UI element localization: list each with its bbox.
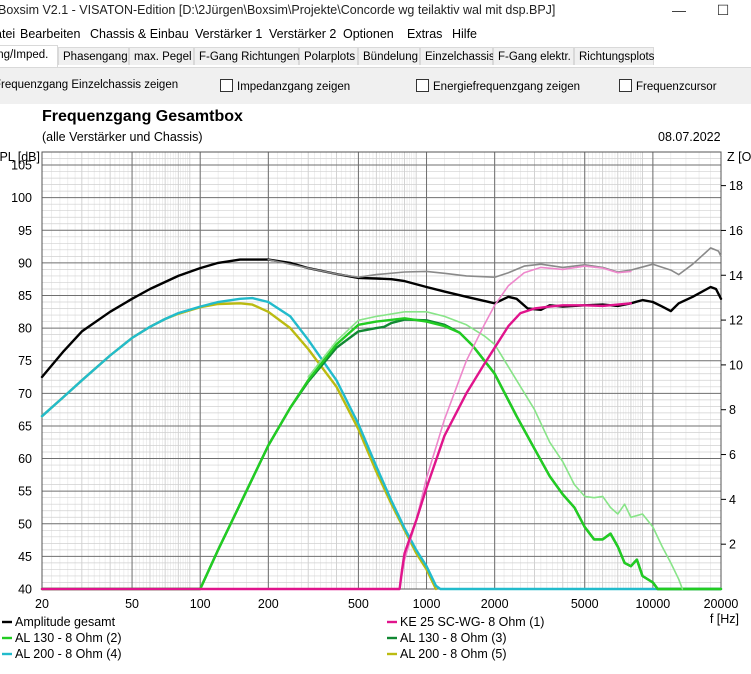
y-tick-label: 50 [18,517,32,531]
series-group [40,247,723,591]
tab-f-gang-richtungen[interactable]: F-Gang Richtungen [194,47,299,65]
x-tick-label: 20 [35,597,49,611]
impedanz-checkbox[interactable] [220,79,233,92]
x-tick-label: 1000 [413,597,441,611]
tab-polarplots[interactable]: Polarplots [299,47,358,65]
tab-f-gang-imped[interactable]: F-Gang/Imped. [0,45,58,67]
y-tick-label: 70 [18,387,32,401]
y-axis-label: SPL [dB] [0,150,40,164]
menu-verstaerker-2[interactable]: Verstärker 2 [269,27,337,41]
legend-label: AL 200 - 8 Ohm (5) [400,647,507,661]
plot-frame [41,151,722,590]
frequenzcursor-checkbox[interactable] [619,79,632,92]
menu-datei[interactable]: Datei [0,27,16,41]
series-line [398,265,632,590]
menu-hilfe[interactable]: Hilfe [452,27,478,41]
x-tick-label: 500 [348,597,369,611]
y2-tick-label: 14 [729,269,743,283]
y2-tick-label: 4 [729,493,736,507]
y-tick-label: 100 [11,191,32,205]
series-line [40,302,438,591]
x-tick-label: 10000 [635,597,670,611]
menu-extras[interactable]: Extras [407,27,443,41]
y-tick-label: 40 [18,583,32,597]
legend-label: KE 25 SC-WG- 8 Ohm (1) [400,615,544,629]
legend-label: AL 130 - 8 Ohm (3) [400,631,507,645]
y2-tick-label: 12 [729,314,743,328]
maximize-button[interactable]: ☐ [716,2,730,18]
y-tick-label: 85 [18,289,32,303]
series-line [40,318,723,591]
x-tick-label: 50 [125,597,139,611]
y-tick-label: 45 [18,550,32,564]
grid-major [41,152,722,590]
title-bar: Boxsim V2.1 - VISATON-Edition [D:\2Jürge… [0,0,751,22]
series-line [40,296,723,591]
x-tick-label: 5000 [571,597,599,611]
y-tick-label: 95 [18,224,32,238]
tab-buendelung[interactable]: Bündelung [358,47,420,65]
y-tick-label: 105 [11,159,32,173]
y-tick-label: 90 [18,256,32,270]
y-tick-label: 75 [18,354,32,368]
menu-chassis-einbau[interactable]: Chassis & Einbau [90,27,189,41]
menu-optionen[interactable]: Optionen [343,27,394,41]
options-bar: Frequenzgang Einzelchassis zeigen Impeda… [0,68,751,104]
tick-labels: 20 50 100 200 500 1000 2000 5000 10000 2000040455… [0,150,751,626]
y-tick-label: 55 [18,485,32,499]
opt-einzelchassis[interactable]: Frequenzgang Einzelchassis zeigen [0,79,178,91]
legend: Amplitude gesamt AL 130 - 8 Ohm (2) AL 200… [2,615,544,661]
menu-verstaerker-1[interactable]: Verstärker 1 [195,27,263,41]
menu-bar: Datei Bearbeiten Chassis & Einbau Verstä… [0,24,751,44]
tab-phasengang[interactable]: Phasengang [58,47,129,65]
tab-richtungsplots[interactable]: Richtungsplots [574,47,654,65]
window-title: Boxsim V2.1 - VISATON-Edition [D:\2Jürge… [0,3,556,17]
menu-bearbeiten[interactable]: Bearbeiten [20,27,81,41]
x-tick-label: 100 [190,597,211,611]
legend-label: Amplitude gesamt [15,615,116,629]
opt-impedanzgang[interactable]: Impedanzgang zeigen [220,79,350,93]
y2-tick-label: 16 [729,224,743,238]
plot-date: 08.07.2022 [658,130,721,144]
energie-checkbox[interactable] [416,79,429,92]
y2-axis-label: Z [Ohm] [727,150,751,164]
opt-impedanzgang-label: Impedanzgang zeigen [237,81,351,93]
opt-frequenzcursor[interactable]: Frequenzcursor [619,79,717,93]
y-tick-label: 65 [18,419,32,433]
y2-tick-label: 6 [729,448,736,462]
series-line [40,302,633,591]
opt-energiefrequenzgang-label: Energiefrequenzgang zeigen [433,81,581,93]
y-tick-label: 60 [18,452,32,466]
y2-tick-label: 8 [729,403,736,417]
tab-f-gang-elektr[interactable]: F-Gang elektr. [493,47,574,65]
tab-max-pegel[interactable]: max. Pegel [129,47,194,65]
y-tick-label: 80 [18,322,32,336]
y2-tick-label: 10 [729,358,743,372]
x-tick-label: 2000 [481,597,509,611]
x-tick-label: 200 [258,597,279,611]
y2-tick-label: 2 [729,538,736,552]
plot-subtitle: (alle Verstärker und Chassis) [42,130,203,144]
series-line [40,317,723,591]
series-line [267,247,722,278]
opt-energiefrequenzgang[interactable]: Energiefrequenzgang zeigen [416,79,580,93]
legend-label: AL 200 - 8 Ohm (4) [15,647,122,661]
minimize-button[interactable]: — [672,2,686,18]
y2-tick-label: 18 [729,179,743,193]
tab-bar: F-Gang/Imped. Phasengang max. Pegel F-Ga… [0,45,751,68]
grid-minor [41,151,722,589]
legend-label: AL 130 - 8 Ohm (2) [15,631,122,645]
series-line [40,258,723,379]
opt-einzelchassis-label: Frequenzgang Einzelchassis zeigen [0,79,179,91]
series-line [307,311,684,590]
tab-einzelchassis[interactable]: Einzelchassis [420,47,495,65]
x-tick-label: 20000 [704,597,739,611]
plot-title: Frequenzgang Gesamtbox [42,108,243,125]
x-axis-label: f [Hz] [710,612,739,626]
opt-frequenzcursor-label: Frequenzcursor [636,81,717,93]
